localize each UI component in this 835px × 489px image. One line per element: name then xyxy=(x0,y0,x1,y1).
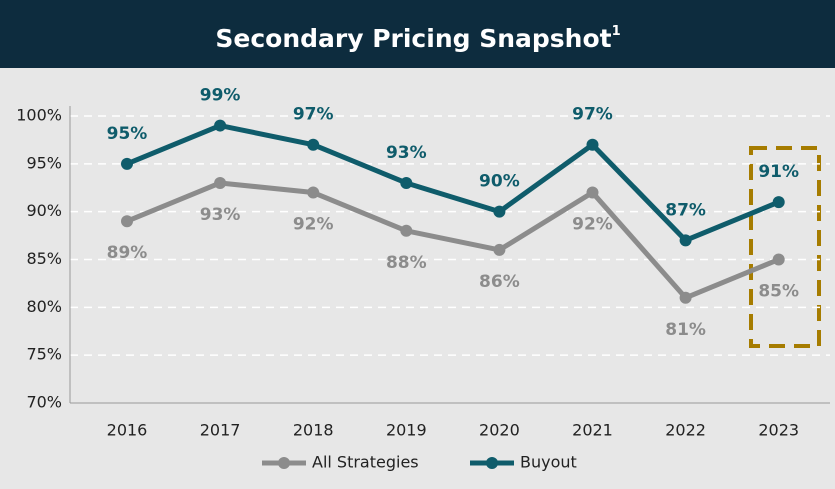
marker xyxy=(121,215,133,228)
y-tick-label: 95% xyxy=(26,153,62,172)
data-label: 88% xyxy=(386,253,427,273)
y-tick-label: 70% xyxy=(26,393,62,412)
data-label: 99% xyxy=(200,86,241,106)
data-label: 87% xyxy=(665,200,706,220)
marker xyxy=(493,243,506,256)
data-label: 85% xyxy=(758,282,799,302)
marker xyxy=(307,186,320,199)
title-note: 1 xyxy=(612,24,621,39)
series-line xyxy=(126,180,780,301)
y-tick-label: 85% xyxy=(26,249,62,268)
title-text: Secondary Pricing Snapshot xyxy=(215,24,611,53)
marker xyxy=(214,119,227,132)
highlight-box xyxy=(749,146,821,348)
marker xyxy=(679,291,692,304)
marker xyxy=(307,138,320,151)
data-label: 86% xyxy=(479,272,520,292)
x-tick-label: 2016 xyxy=(107,421,148,440)
y-tick-label: 80% xyxy=(26,297,62,316)
data-label: 89% xyxy=(107,243,148,263)
y-tick-label: 90% xyxy=(26,201,62,220)
y-tick-label: 100% xyxy=(16,106,62,125)
header xyxy=(0,0,835,68)
marker xyxy=(772,196,785,209)
marker xyxy=(493,205,506,218)
x-tick-label: 2020 xyxy=(479,421,520,440)
x-tick-label: 2019 xyxy=(386,421,427,440)
marker xyxy=(121,157,133,170)
marker xyxy=(400,224,413,237)
series-line xyxy=(126,123,780,243)
x-tick-label: 2021 xyxy=(572,421,613,440)
marker xyxy=(214,176,227,189)
marker xyxy=(772,253,785,266)
legend-label: Buyout xyxy=(520,453,577,472)
marker xyxy=(400,176,413,189)
data-label: 93% xyxy=(200,205,241,225)
data-label: 81% xyxy=(665,320,706,340)
x-tick-label: 2023 xyxy=(758,421,799,440)
x-tick-label: 2022 xyxy=(665,421,706,440)
marker xyxy=(586,186,599,199)
chart-title: Secondary Pricing Snapshot1 xyxy=(215,24,620,54)
data-label: 91% xyxy=(758,162,799,182)
data-label: 92% xyxy=(293,215,334,235)
data-label: 90% xyxy=(479,172,520,192)
data-label: 92% xyxy=(572,215,613,235)
data-label: 97% xyxy=(293,105,334,125)
legend-label: All Strategies xyxy=(312,453,419,472)
data-label: 95% xyxy=(107,124,148,144)
legend-marker xyxy=(278,457,290,469)
data-label: 93% xyxy=(386,143,427,163)
legend-marker xyxy=(486,457,498,469)
marker xyxy=(586,138,599,151)
x-tick-label: 2017 xyxy=(200,421,241,440)
data-label: 97% xyxy=(572,105,613,125)
marker xyxy=(679,234,692,247)
x-tick-label: 2018 xyxy=(293,421,334,440)
y-tick-label: 75% xyxy=(26,345,62,364)
